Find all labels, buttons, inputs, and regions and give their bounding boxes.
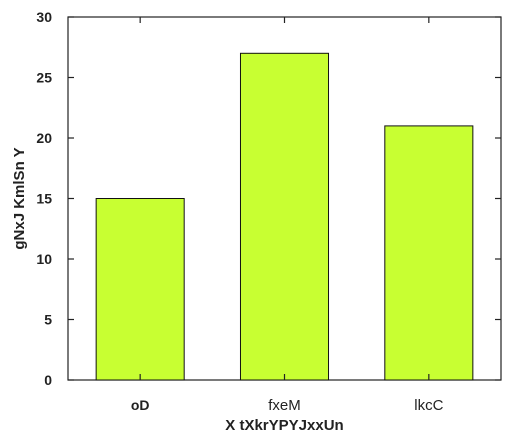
x-tick-label: oD bbox=[131, 397, 150, 413]
bars-group bbox=[95, 52, 474, 381]
y-tick-label: 15 bbox=[36, 191, 52, 207]
bar-fxeM bbox=[239, 52, 330, 381]
y-tick-label: 10 bbox=[36, 251, 52, 267]
x-tick-label: lkcC bbox=[414, 397, 443, 414]
x-axis: oD fxeM lkcC bbox=[131, 17, 444, 414]
y-tick-label: 20 bbox=[36, 130, 52, 146]
x-tick-label: fxeM bbox=[268, 397, 301, 414]
y-tick-label: 25 bbox=[36, 70, 52, 86]
y-tick-label: 30 bbox=[36, 9, 52, 25]
y-axis-title: gNxJ KmlSn Y bbox=[11, 147, 28, 249]
bar-lkcC bbox=[384, 125, 474, 381]
y-tick-label: 0 bbox=[44, 372, 52, 388]
x-axis-title: X tXkrYPYJxxUn bbox=[225, 417, 343, 434]
y-tick-label: 5 bbox=[44, 312, 52, 328]
bar-oD bbox=[95, 198, 185, 381]
y-axis: 0 5 10 15 20 25 30 bbox=[36, 9, 501, 388]
